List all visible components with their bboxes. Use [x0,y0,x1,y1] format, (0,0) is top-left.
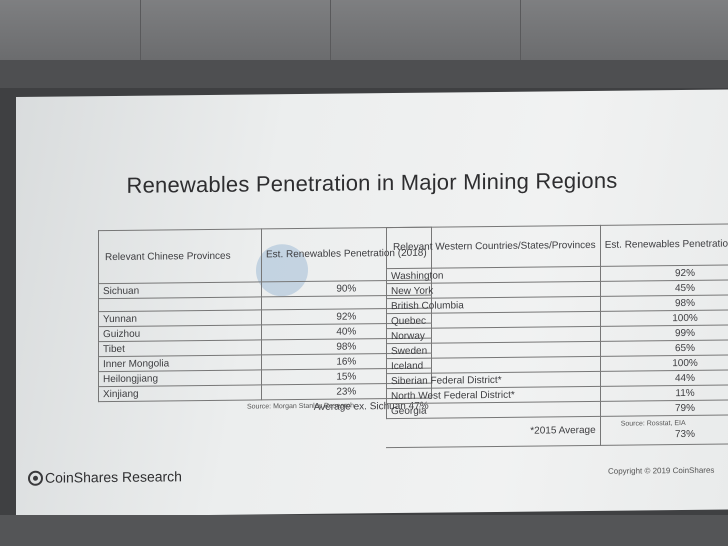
penetration-cell: 11% [600,384,728,402]
average-cell: Average ex. Sichuan 47% Source: Morgan S… [98,398,432,417]
column-header-penetration: Est. Renewables Penetration (2016) [600,223,728,267]
penetration-cell: 65% [600,339,728,357]
western-regions-table: Relevant Western Countries/States/Provin… [386,223,728,448]
region-cell: Guizhou [98,324,262,342]
ceiling-seam [330,0,331,60]
room-floor [0,515,728,546]
presentation-slide: Renewables Penetration in Major Mining R… [16,89,728,518]
brand-name: CoinShares Research [45,468,182,486]
region-cell: Xinjiang [98,384,262,402]
ceiling-seam [140,0,141,60]
column-header-region: Relevant Western Countries/States/Provin… [386,225,601,269]
penetration-cell: 45% [600,279,728,297]
penetration-cell: 79% [600,399,728,417]
region-cell: Heilongjiang [98,369,262,387]
slide-title: Renewables Penetration in Major Mining R… [126,167,618,198]
region-cell: Yunnan [98,309,262,327]
column-header-region: Relevant Chinese Provinces [98,228,262,284]
table-header-row: Relevant Chinese Provinces Est. Renewabl… [98,227,432,284]
average-cell: 73% Source: Rosstat, EIA [600,414,728,446]
penetration-cell: 44% [600,369,728,387]
average-row: Average ex. Sichuan 47% Source: Morgan S… [98,398,432,417]
average-value: 73% [675,428,696,440]
source-note: Source: Morgan Stanley Research [247,402,354,411]
penetration-cell: 100% [600,354,728,372]
region-cell: Sichuan [98,281,262,299]
average-label: *2015 Average [386,416,601,448]
average-row: *2015 Average 73% Source: Rosstat, EIA [386,414,728,448]
region-cell: Inner Mongolia [98,354,262,372]
ceiling [0,0,728,60]
table-header-row: Relevant Western Countries/States/Provin… [386,223,728,269]
penetration-cell: 98% [600,294,728,312]
coinshares-logo-icon [28,470,43,486]
penetration-cell: 100% [600,309,728,327]
region-cell: Tibet [98,339,262,357]
penetration-cell: 99% [600,324,728,342]
source-note: Source: Rosstat, EIA [620,419,686,428]
wall [0,60,728,92]
ceiling-seam [520,0,521,60]
copyright-notice: Copyright © 2019 CoinShares [608,465,715,476]
china-provinces-table: Relevant Chinese Provinces Est. Renewabl… [98,227,432,417]
brand-logo: CoinShares Research [28,468,182,486]
penetration-cell: 92% [600,264,728,282]
